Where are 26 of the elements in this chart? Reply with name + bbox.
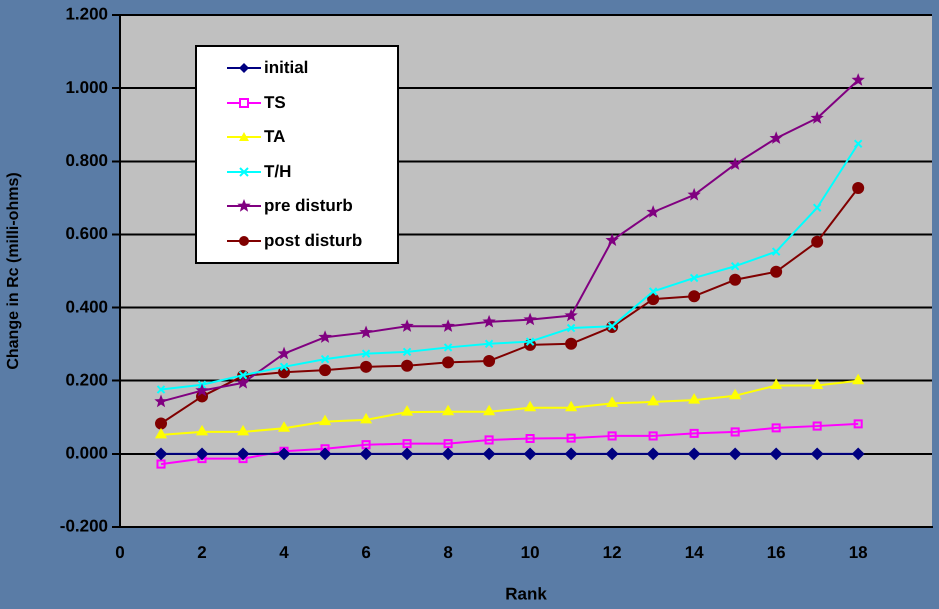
- legend-label: TA: [264, 127, 286, 148]
- x-axis-title: Rank: [505, 584, 548, 604]
- x-tick-label: 0: [115, 542, 125, 562]
- legend-label: TS: [264, 92, 286, 113]
- y-tick-label: 1.200: [65, 4, 108, 24]
- legend-label: post disturb: [264, 230, 362, 251]
- x-tick-label: 12: [602, 542, 622, 562]
- y-axis-title: Change in Rc (milli-ohms): [5, 172, 22, 370]
- y-tick-label: -0.200: [60, 516, 108, 536]
- y-tick-label: 0.400: [65, 297, 108, 316]
- y-tick-label: 0.800: [65, 150, 108, 170]
- y-tick-label: 0.600: [65, 224, 108, 244]
- x-tick-label: 4: [279, 542, 290, 562]
- x-tick-label: 10: [520, 542, 540, 562]
- x-tick-label: 14: [684, 542, 704, 562]
- legend-label: initial: [264, 58, 308, 78]
- legend-label: pre disturb: [264, 196, 353, 216]
- x-tick-label: 18: [848, 542, 868, 562]
- y-tick-label: 1.000: [65, 78, 108, 97]
- x-tick-label: 16: [766, 542, 786, 562]
- x-tick-label: 2: [197, 542, 207, 562]
- y-tick-label: 0.000: [65, 444, 108, 463]
- y-tick-label: 0.200: [65, 370, 108, 390]
- x-tick-label: 6: [361, 542, 371, 562]
- x-tick-label: 8: [443, 542, 453, 562]
- legend-label: T/H: [264, 162, 292, 182]
